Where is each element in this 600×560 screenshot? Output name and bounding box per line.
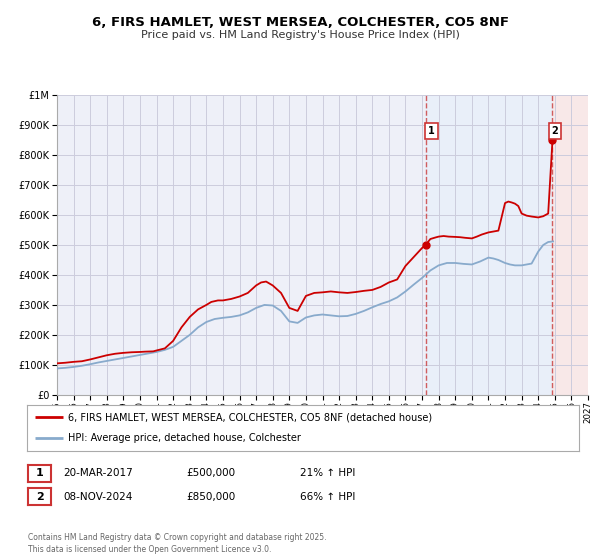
Text: 1: 1 xyxy=(428,126,435,136)
Text: 2: 2 xyxy=(36,492,43,502)
Text: £850,000: £850,000 xyxy=(186,492,235,502)
Text: 66% ↑ HPI: 66% ↑ HPI xyxy=(300,492,355,502)
Text: 21% ↑ HPI: 21% ↑ HPI xyxy=(300,468,355,478)
Text: HPI: Average price, detached house, Colchester: HPI: Average price, detached house, Colc… xyxy=(68,433,301,444)
Text: 1: 1 xyxy=(36,468,43,478)
Text: Price paid vs. HM Land Registry's House Price Index (HPI): Price paid vs. HM Land Registry's House … xyxy=(140,30,460,40)
Bar xyxy=(553,95,588,395)
Bar xyxy=(425,95,553,395)
Text: £500,000: £500,000 xyxy=(186,468,235,478)
Text: 08-NOV-2024: 08-NOV-2024 xyxy=(63,492,133,502)
Text: Contains HM Land Registry data © Crown copyright and database right 2025.
This d: Contains HM Land Registry data © Crown c… xyxy=(28,533,326,554)
Text: 20-MAR-2017: 20-MAR-2017 xyxy=(63,468,133,478)
Text: 2: 2 xyxy=(551,126,559,136)
Text: 6, FIRS HAMLET, WEST MERSEA, COLCHESTER, CO5 8NF (detached house): 6, FIRS HAMLET, WEST MERSEA, COLCHESTER,… xyxy=(68,412,433,422)
Bar xyxy=(553,95,588,395)
Text: 6, FIRS HAMLET, WEST MERSEA, COLCHESTER, CO5 8NF: 6, FIRS HAMLET, WEST MERSEA, COLCHESTER,… xyxy=(91,16,509,29)
